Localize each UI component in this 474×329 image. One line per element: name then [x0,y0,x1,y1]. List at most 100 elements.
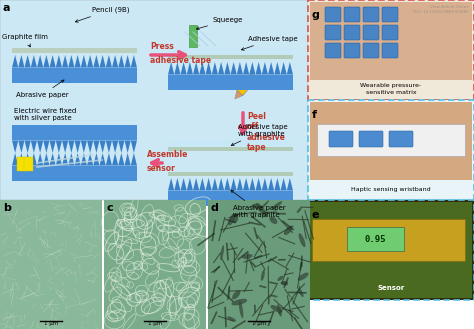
FancyBboxPatch shape [325,43,341,58]
FancyBboxPatch shape [310,102,472,180]
FancyBboxPatch shape [310,202,472,298]
FancyBboxPatch shape [12,125,137,140]
Text: f: f [312,110,317,120]
Text: Sensor: Sensor [377,285,405,291]
Ellipse shape [277,276,283,281]
Polygon shape [274,62,281,75]
Polygon shape [12,140,18,153]
Polygon shape [37,140,43,153]
FancyBboxPatch shape [389,131,413,147]
Polygon shape [18,140,25,153]
Polygon shape [255,178,262,190]
Text: 1 μm: 1 μm [252,321,266,326]
FancyBboxPatch shape [382,7,398,22]
FancyBboxPatch shape [347,227,404,251]
Text: 0.95: 0.95 [364,235,386,243]
Polygon shape [62,153,68,165]
Ellipse shape [259,200,269,211]
Polygon shape [87,140,93,153]
Polygon shape [235,90,243,99]
FancyBboxPatch shape [0,0,308,200]
Text: 1 μm: 1 μm [44,321,58,326]
Polygon shape [168,62,174,75]
FancyBboxPatch shape [325,7,341,22]
Polygon shape [118,140,125,153]
FancyBboxPatch shape [17,157,26,171]
Polygon shape [112,153,118,165]
Polygon shape [74,55,81,67]
Polygon shape [93,153,100,165]
Ellipse shape [227,316,236,322]
FancyBboxPatch shape [344,7,360,22]
FancyBboxPatch shape [168,55,293,59]
FancyBboxPatch shape [168,48,293,55]
Text: Graphite film: Graphite film [2,34,48,47]
Ellipse shape [281,282,288,286]
Text: Haptic sensing wristband: Haptic sensing wristband [351,188,431,192]
Polygon shape [287,62,293,75]
Polygon shape [218,178,224,190]
Polygon shape [125,140,131,153]
FancyBboxPatch shape [168,75,293,90]
Polygon shape [74,153,81,165]
Polygon shape [31,153,37,165]
Ellipse shape [242,254,253,259]
Polygon shape [81,153,87,165]
Text: View Article Online: View Article Online [430,5,469,9]
Polygon shape [62,55,68,67]
Text: a: a [3,3,10,13]
Polygon shape [25,55,31,67]
Polygon shape [106,140,112,153]
Polygon shape [74,140,81,153]
Ellipse shape [272,201,283,210]
Ellipse shape [232,216,238,223]
FancyBboxPatch shape [189,25,197,47]
Text: Adhesive tape: Adhesive tape [241,36,298,50]
Polygon shape [249,178,255,190]
Polygon shape [230,178,237,190]
Polygon shape [206,62,212,75]
Polygon shape [281,178,287,190]
Polygon shape [131,153,137,165]
Ellipse shape [220,245,224,260]
FancyBboxPatch shape [363,25,379,40]
Polygon shape [255,62,262,75]
Polygon shape [230,62,237,75]
Polygon shape [87,153,93,165]
Polygon shape [199,178,206,190]
Polygon shape [174,62,181,75]
Polygon shape [199,62,206,75]
FancyBboxPatch shape [12,48,137,53]
Polygon shape [181,178,187,190]
Ellipse shape [269,216,277,224]
FancyBboxPatch shape [329,131,353,147]
FancyBboxPatch shape [317,124,465,156]
FancyBboxPatch shape [12,165,137,181]
Text: b: b [3,203,11,213]
Text: Squeege: Squeege [196,17,243,30]
Ellipse shape [271,305,283,313]
Polygon shape [100,153,106,165]
Polygon shape [49,55,56,67]
Polygon shape [218,62,224,75]
Polygon shape [12,55,18,67]
FancyBboxPatch shape [312,219,465,261]
Polygon shape [93,55,100,67]
FancyBboxPatch shape [382,25,398,40]
Polygon shape [268,178,274,190]
Text: DOI: 10.1039/C8MH00668F: DOI: 10.1039/C8MH00668F [413,10,469,14]
Polygon shape [262,62,268,75]
Polygon shape [100,140,106,153]
FancyBboxPatch shape [363,43,379,58]
Polygon shape [43,55,49,67]
FancyBboxPatch shape [168,147,293,151]
Polygon shape [106,55,112,67]
Polygon shape [68,153,74,165]
Polygon shape [237,62,243,75]
Polygon shape [224,62,230,75]
Ellipse shape [232,291,240,299]
Polygon shape [243,178,249,190]
Ellipse shape [231,299,247,305]
FancyBboxPatch shape [325,25,341,40]
Ellipse shape [261,269,265,281]
